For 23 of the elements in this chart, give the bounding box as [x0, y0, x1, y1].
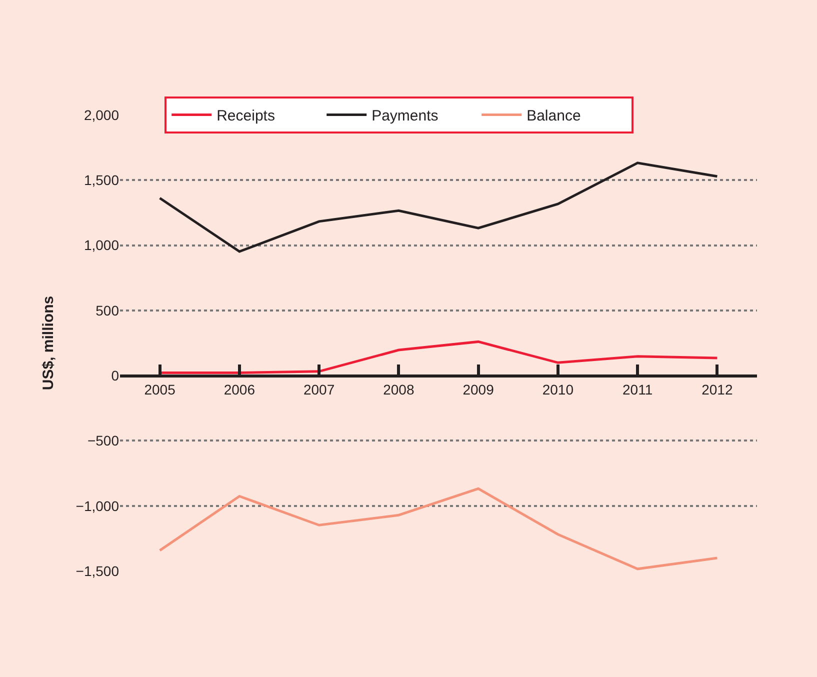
y-tick-label: 500 — [96, 302, 120, 318]
x-tick-label: 2007 — [303, 381, 335, 398]
legend-label: Receipts — [216, 108, 275, 125]
y-tick-label: −1,500 — [76, 562, 120, 579]
y-tick-label: 0 — [111, 367, 120, 384]
y-tick-label: 1,000 — [84, 237, 120, 254]
y-tick-label: 1,500 — [84, 172, 120, 188]
line-series — [158, 162, 718, 253]
x-tick-label: 2009 — [462, 381, 494, 398]
x-tick-label: 2010 — [542, 381, 574, 398]
x-tick-label: 2011 — [622, 381, 653, 398]
x-tick-label: 2008 — [383, 381, 414, 398]
y-tick-label: −1,000 — [76, 498, 120, 514]
x-tick-label: 2005 — [144, 381, 176, 398]
legend-label: Payments — [372, 108, 438, 125]
x-tick-label: 2012 — [702, 381, 733, 398]
line-series — [158, 340, 718, 374]
line-series — [158, 487, 718, 570]
y-tick-label: −500 — [87, 432, 120, 449]
legend-label: Balance — [526, 108, 581, 125]
y-axis-title: US$, millions — [40, 296, 58, 390]
y-tick-label: 2,000 — [84, 106, 120, 123]
x-tick-label: 2006 — [224, 381, 256, 398]
